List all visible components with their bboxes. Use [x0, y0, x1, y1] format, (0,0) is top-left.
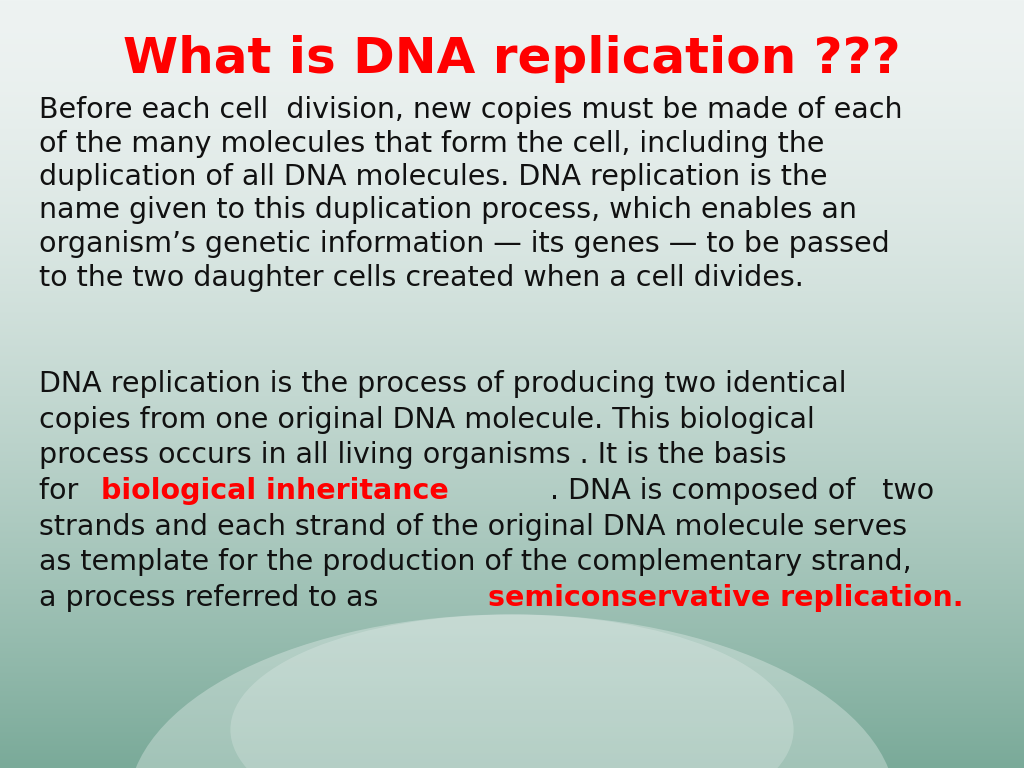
Text: semiconservative replication.: semiconservative replication. [488, 584, 964, 612]
Text: What is DNA replication ???: What is DNA replication ??? [123, 35, 901, 83]
Text: biological inheritance: biological inheritance [101, 477, 450, 505]
Text: as template for the production of the complementary strand,: as template for the production of the co… [39, 548, 911, 576]
Text: DNA replication is the process of producing two identical: DNA replication is the process of produc… [39, 370, 847, 398]
Text: . DNA is composed of   two: . DNA is composed of two [550, 477, 934, 505]
Text: strands and each strand of the original DNA molecule serves: strands and each strand of the original … [39, 512, 907, 541]
Text: process occurs in all living organisms . It is the basis: process occurs in all living organisms .… [39, 442, 786, 469]
Text: a process referred to as: a process referred to as [39, 584, 387, 612]
Ellipse shape [128, 614, 896, 768]
Ellipse shape [230, 614, 794, 768]
Text: Before each cell  division, new copies must be made of each
of the many molecule: Before each cell division, new copies mu… [39, 96, 902, 292]
Text: copies from one original DNA molecule. This biological: copies from one original DNA molecule. T… [39, 406, 815, 434]
Text: for: for [39, 477, 87, 505]
